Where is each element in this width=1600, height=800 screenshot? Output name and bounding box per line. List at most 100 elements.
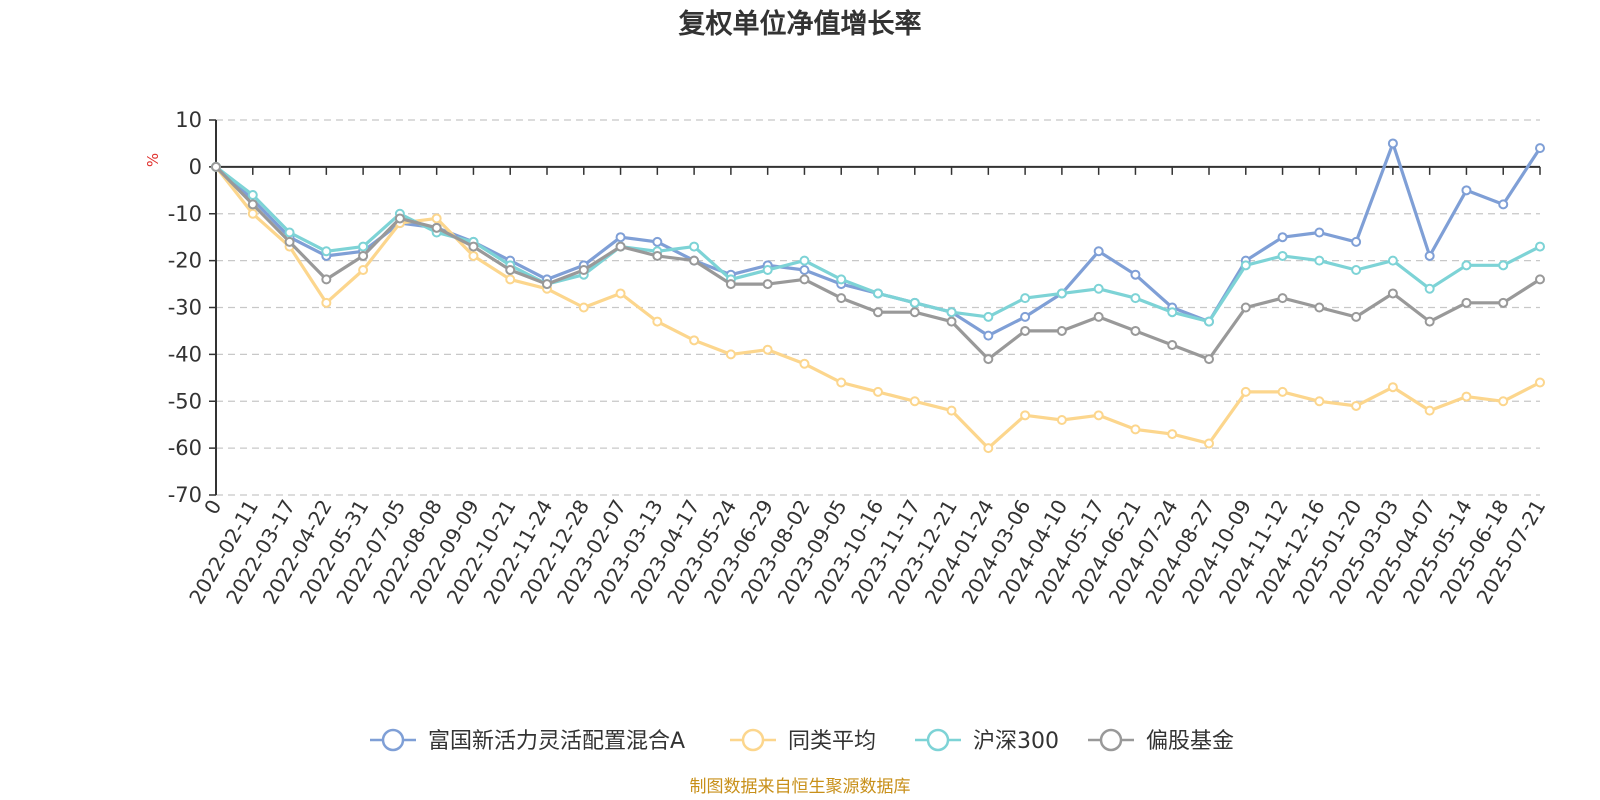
data-point (1277, 232, 1288, 243)
legend-item-4[interactable]: 偏股基金 (1088, 728, 1234, 754)
data-point (1204, 354, 1214, 365)
data-point (1387, 255, 1398, 266)
y-tick-label: -60 (168, 436, 202, 460)
data-point (1387, 138, 1398, 149)
data-point (1093, 246, 1104, 257)
y-tick-label: -70 (168, 483, 202, 507)
data-point (1498, 396, 1509, 407)
data-point (1093, 311, 1104, 322)
series-2 (211, 161, 1545, 454)
data-point (762, 265, 773, 275)
data-point (873, 307, 883, 318)
y-tick-label: -50 (168, 389, 202, 413)
data-point (652, 236, 663, 247)
y-tick-label: -10 (168, 202, 202, 226)
legend-item-2[interactable]: 同类平均 (730, 728, 876, 754)
y-axis-unit: % (144, 153, 162, 167)
data-point (358, 241, 369, 252)
data-point (1240, 302, 1251, 313)
data-point (762, 344, 773, 355)
data-point (1535, 377, 1545, 388)
data-point (431, 222, 442, 233)
legend-item-1[interactable]: 富国新活力灵活配置混合A (370, 728, 685, 754)
data-point (725, 349, 736, 360)
data-point (1535, 241, 1545, 252)
legend-label: 富国新活力灵活配置混合A (428, 729, 685, 754)
legend[interactable]: 富国新活力灵活配置混合A 同类平均 沪深300 偏股基金 (370, 728, 1234, 754)
data-point (1056, 288, 1067, 299)
data-point (615, 288, 626, 299)
data-point (247, 190, 258, 200)
data-point (1314, 255, 1325, 266)
data-point (1351, 236, 1362, 247)
data-point (836, 293, 847, 304)
data-point (358, 250, 369, 261)
data-point (946, 307, 957, 318)
data-point (1240, 260, 1251, 271)
data-point (873, 288, 883, 299)
data-point (1167, 307, 1178, 318)
data-point (946, 316, 957, 327)
data-point (1020, 311, 1031, 322)
data-point (1351, 400, 1362, 411)
legend-label: 沪深300 (973, 729, 1059, 754)
data-point (431, 213, 442, 224)
data-point (211, 161, 221, 172)
data-point (284, 227, 295, 238)
data-point (983, 311, 994, 322)
data-point (909, 307, 920, 318)
data-point (762, 279, 773, 290)
data-point (909, 297, 920, 308)
data-point (505, 265, 516, 275)
data-point (1240, 386, 1251, 397)
legend-item-3[interactable]: 沪深300 (915, 728, 1059, 754)
x-tick-label: 0 (199, 496, 226, 519)
y-axis-ticks: 10 0 -10 -20 -30 -40 -50 -60 -70 (168, 108, 216, 507)
data-point (615, 232, 626, 243)
y-tick-label: -40 (168, 342, 202, 366)
data-point (1314, 227, 1325, 238)
data-point (1461, 297, 1472, 308)
data-point (1093, 283, 1104, 294)
legend-label: 偏股基金 (1146, 729, 1234, 754)
data-point (1277, 386, 1288, 397)
data-point (1314, 302, 1325, 313)
data-point (652, 250, 663, 261)
data-point (1204, 316, 1214, 327)
data-point (946, 405, 957, 416)
data-point (1130, 424, 1141, 435)
data-point (1167, 340, 1178, 350)
data-point (1314, 396, 1325, 407)
data-point (1056, 415, 1067, 425)
data-point (1498, 199, 1509, 210)
series-3 (211, 161, 1545, 327)
chart-title: 复权单位净值增长率 (679, 8, 922, 40)
series-4 (211, 161, 1545, 365)
data-point (284, 236, 295, 247)
y-tick-label: 0 (189, 155, 202, 179)
data-point (1277, 293, 1288, 304)
data-point (394, 213, 405, 224)
data-point (799, 358, 810, 369)
plot-area (211, 138, 1545, 454)
data-point (873, 386, 883, 397)
data-point (1204, 438, 1214, 449)
legend-marker (1099, 728, 1123, 752)
data-point (983, 354, 994, 365)
data-point (1424, 405, 1435, 416)
data-point (1093, 410, 1104, 421)
data-point (1056, 325, 1067, 336)
series-line (214, 165, 1541, 361)
data-point (247, 199, 258, 210)
data-point (836, 274, 847, 285)
data-point (1461, 185, 1472, 196)
y-tick-label: 10 (175, 108, 202, 132)
legend-marker (381, 728, 405, 752)
legend-marker (926, 728, 950, 752)
data-point (578, 265, 589, 275)
data-point (909, 396, 920, 407)
data-point (1461, 260, 1472, 271)
data-point (1351, 265, 1362, 275)
data-point (1461, 391, 1472, 402)
